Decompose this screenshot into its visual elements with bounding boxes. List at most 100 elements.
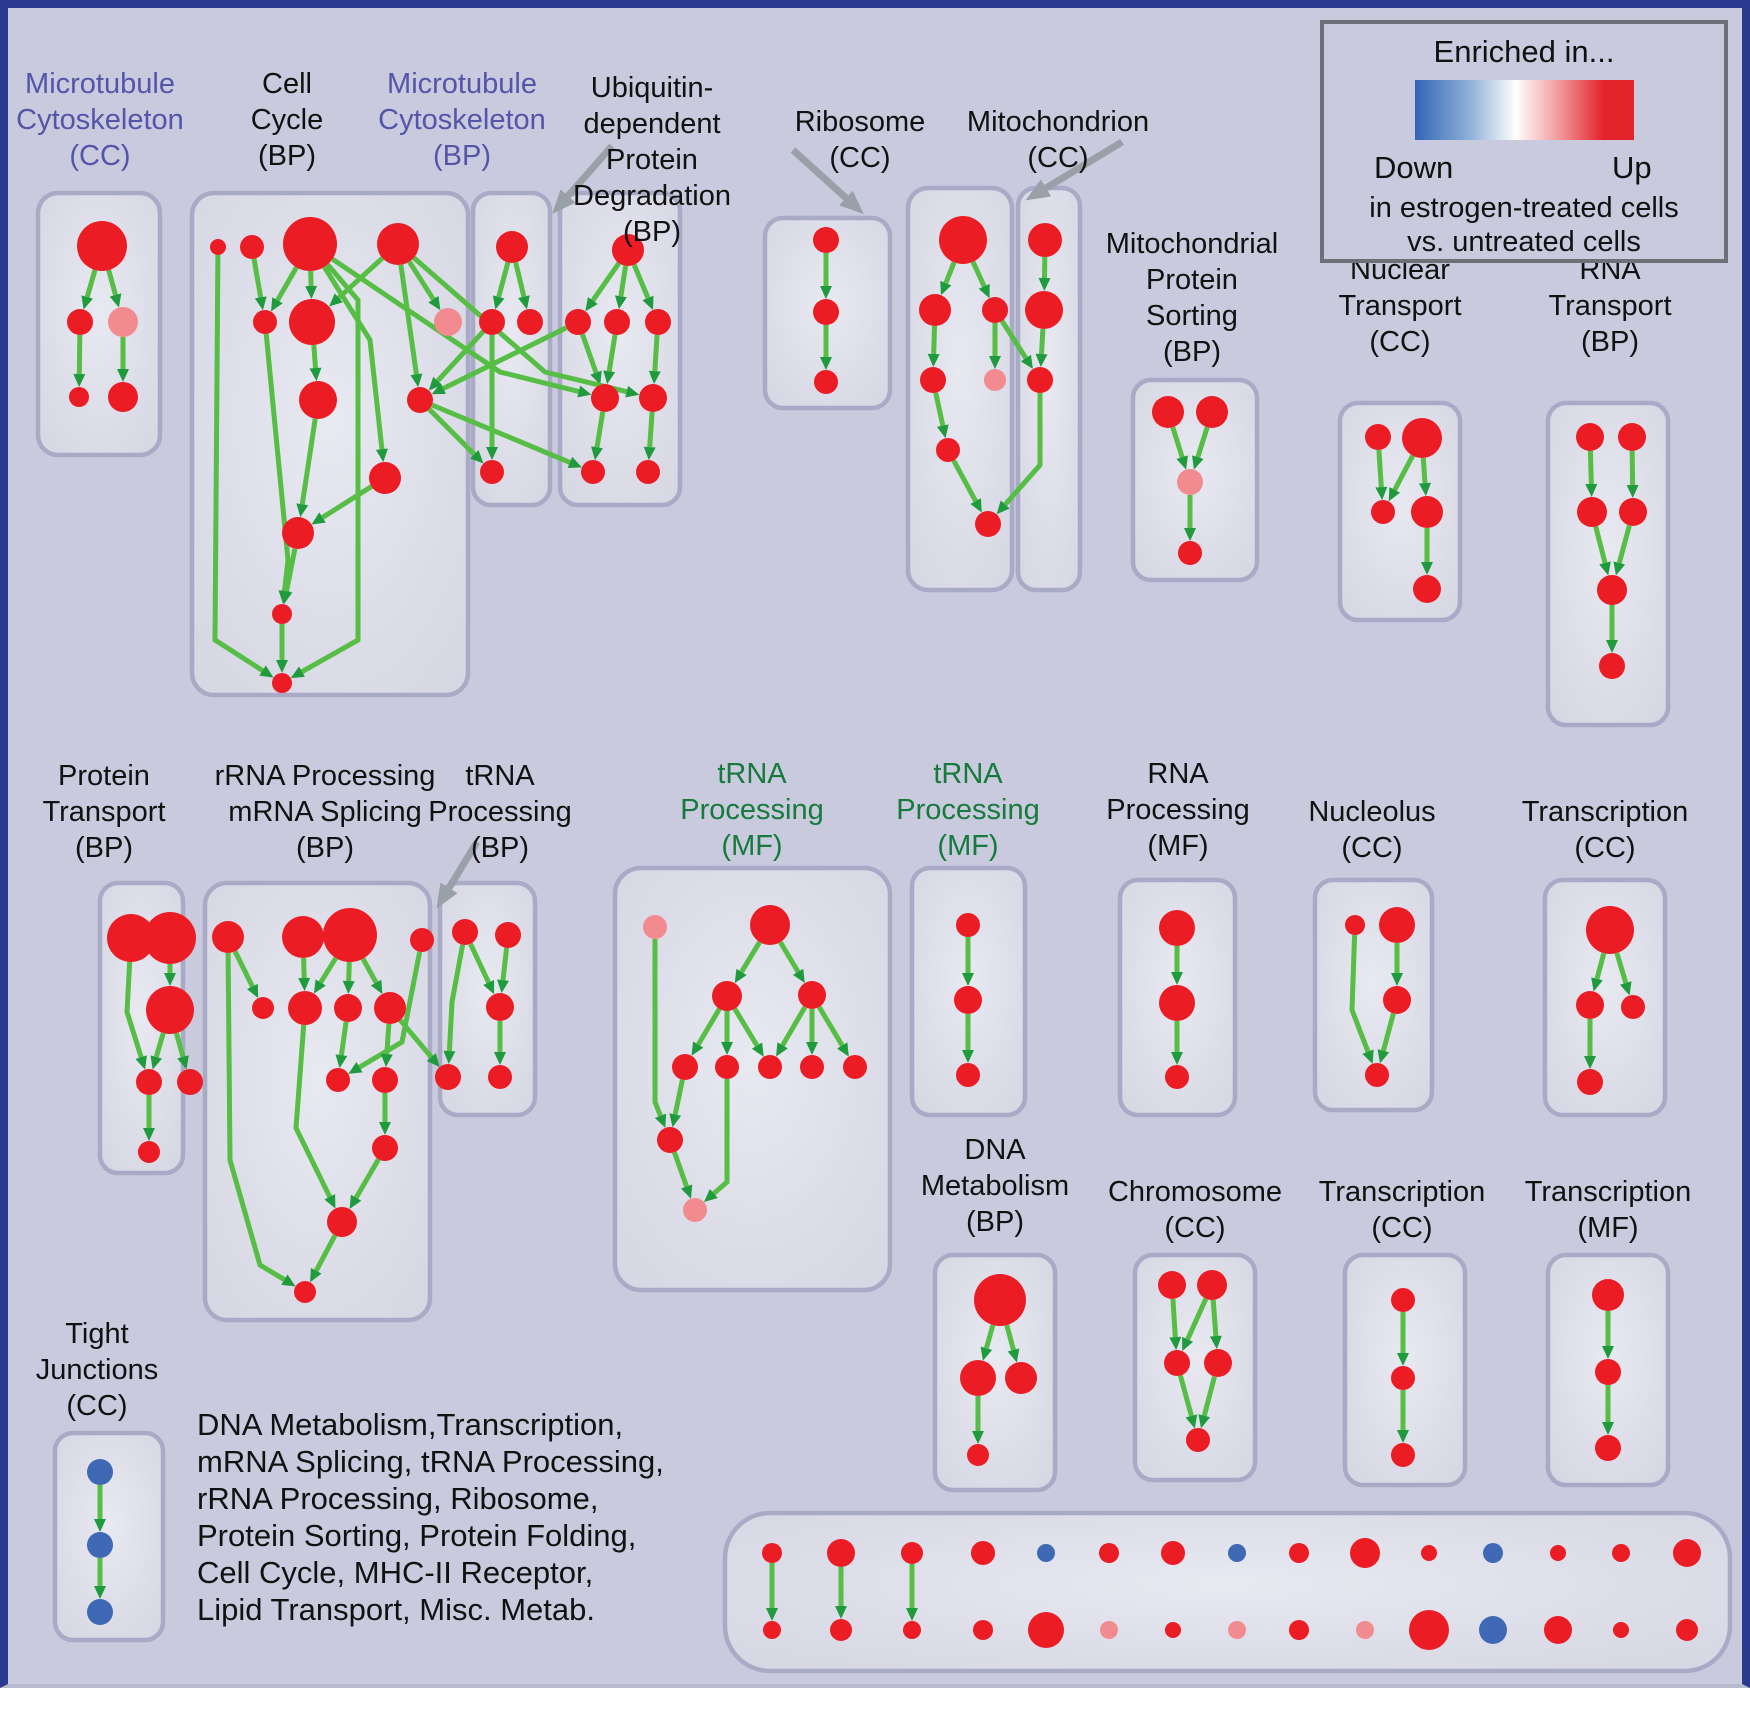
go-term-node[interactable] <box>565 309 591 335</box>
go-term-node[interactable] <box>1345 915 1365 935</box>
go-term-node[interactable] <box>1576 991 1604 1019</box>
go-term-node[interactable] <box>967 1444 989 1466</box>
go-term-node[interactable] <box>1177 469 1203 495</box>
go-term-node[interactable] <box>1391 1443 1415 1467</box>
go-term-node[interactable] <box>377 223 419 265</box>
go-term-node[interactable] <box>657 1127 683 1153</box>
go-term-node[interactable] <box>289 299 335 345</box>
go-term-node[interactable] <box>758 1055 782 1079</box>
go-term-node[interactable] <box>1595 1435 1621 1461</box>
go-term-node[interactable] <box>920 367 946 393</box>
go-term-node[interactable] <box>1576 423 1604 451</box>
go-term-node[interactable] <box>1586 906 1634 954</box>
go-term-node[interactable] <box>1099 1543 1119 1563</box>
go-term-node[interactable] <box>1365 1063 1389 1087</box>
go-term-node[interactable] <box>1027 367 1053 393</box>
go-term-node[interactable] <box>288 991 322 1025</box>
go-term-node[interactable] <box>715 1055 739 1079</box>
go-term-node[interactable] <box>763 1621 781 1639</box>
go-term-node[interactable] <box>1379 907 1415 943</box>
go-term-node[interactable] <box>369 462 401 494</box>
go-term-node[interactable] <box>956 913 980 937</box>
go-term-node[interactable] <box>517 309 543 335</box>
go-term-node[interactable] <box>210 239 226 255</box>
go-term-node[interactable] <box>1595 1359 1621 1385</box>
go-term-node[interactable] <box>253 310 277 334</box>
go-term-node[interactable] <box>486 993 514 1021</box>
go-term-node[interactable] <box>903 1621 921 1639</box>
go-term-node[interactable] <box>712 981 742 1011</box>
go-term-node[interactable] <box>488 1065 512 1089</box>
go-term-node[interactable] <box>1597 575 1627 605</box>
go-term-node[interactable] <box>636 460 660 484</box>
go-term-node[interactable] <box>954 986 982 1014</box>
go-term-node[interactable] <box>177 1069 203 1095</box>
go-term-node[interactable] <box>334 994 362 1022</box>
go-term-node[interactable] <box>1228 1621 1246 1639</box>
go-term-node[interactable] <box>323 908 377 962</box>
go-term-node[interactable] <box>108 382 138 412</box>
go-term-node[interactable] <box>1005 1362 1037 1394</box>
go-term-node[interactable] <box>108 307 138 337</box>
go-term-node[interactable] <box>136 1069 162 1095</box>
go-term-node[interactable] <box>843 1055 867 1079</box>
go-term-node[interactable] <box>974 1274 1026 1326</box>
go-term-node[interactable] <box>1391 1366 1415 1390</box>
go-term-node[interactable] <box>1413 575 1441 603</box>
go-term-node[interactable] <box>252 997 274 1019</box>
go-term-node[interactable] <box>1618 423 1646 451</box>
go-term-node[interactable] <box>1165 1622 1181 1638</box>
go-term-node[interactable] <box>1676 1619 1698 1641</box>
go-term-node[interactable] <box>1204 1349 1232 1377</box>
go-term-node[interactable] <box>645 309 671 335</box>
go-term-node[interactable] <box>283 217 337 271</box>
go-term-node[interactable] <box>1544 1616 1572 1644</box>
go-term-node[interactable] <box>591 384 619 412</box>
go-term-node[interactable] <box>282 517 314 549</box>
go-term-node[interactable] <box>901 1542 923 1564</box>
go-term-node[interactable] <box>612 234 644 266</box>
go-term-node[interactable] <box>1402 418 1442 458</box>
go-term-node[interactable] <box>683 1198 707 1222</box>
go-term-node[interactable] <box>1100 1621 1118 1639</box>
go-term-node[interactable] <box>138 1141 160 1163</box>
go-term-node[interactable] <box>1197 1270 1227 1300</box>
go-term-node[interactable] <box>827 1539 855 1567</box>
go-term-node[interactable] <box>77 221 127 271</box>
go-term-node[interactable] <box>1365 424 1391 450</box>
go-term-node[interactable] <box>410 928 434 952</box>
go-term-node[interactable] <box>982 297 1008 323</box>
go-term-node[interactable] <box>1550 1545 1566 1561</box>
go-term-node[interactable] <box>1479 1616 1507 1644</box>
go-term-node[interactable] <box>1178 541 1202 565</box>
go-term-node[interactable] <box>639 384 667 412</box>
go-term-node[interactable] <box>1196 396 1228 428</box>
go-term-node[interactable] <box>107 914 155 962</box>
go-term-node[interactable] <box>960 1360 996 1396</box>
go-term-node[interactable] <box>496 231 528 263</box>
go-term-node[interactable] <box>1165 1065 1189 1089</box>
go-term-node[interactable] <box>1411 496 1443 528</box>
go-term-node[interactable] <box>87 1599 113 1625</box>
go-term-node[interactable] <box>299 381 337 419</box>
go-term-node[interactable] <box>1350 1538 1380 1568</box>
go-term-node[interactable] <box>1383 986 1411 1014</box>
go-term-node[interactable] <box>434 308 462 336</box>
go-term-node[interactable] <box>144 912 196 964</box>
go-term-node[interactable] <box>1037 1544 1055 1562</box>
go-term-node[interactable] <box>1159 910 1195 946</box>
go-term-node[interactable] <box>604 309 630 335</box>
go-term-node[interactable] <box>1356 1621 1374 1639</box>
go-term-node[interactable] <box>919 294 951 326</box>
go-term-node[interactable] <box>1228 1544 1246 1562</box>
go-term-node[interactable] <box>762 1543 782 1563</box>
go-term-node[interactable] <box>1577 497 1607 527</box>
go-term-node[interactable] <box>936 438 960 462</box>
go-term-node[interactable] <box>1289 1620 1309 1640</box>
go-term-node[interactable] <box>814 370 838 394</box>
go-term-node[interactable] <box>643 915 667 939</box>
go-term-node[interactable] <box>479 309 505 335</box>
go-term-node[interactable] <box>1483 1543 1503 1563</box>
go-term-node[interactable] <box>1186 1428 1210 1452</box>
go-term-node[interactable] <box>1025 291 1063 329</box>
